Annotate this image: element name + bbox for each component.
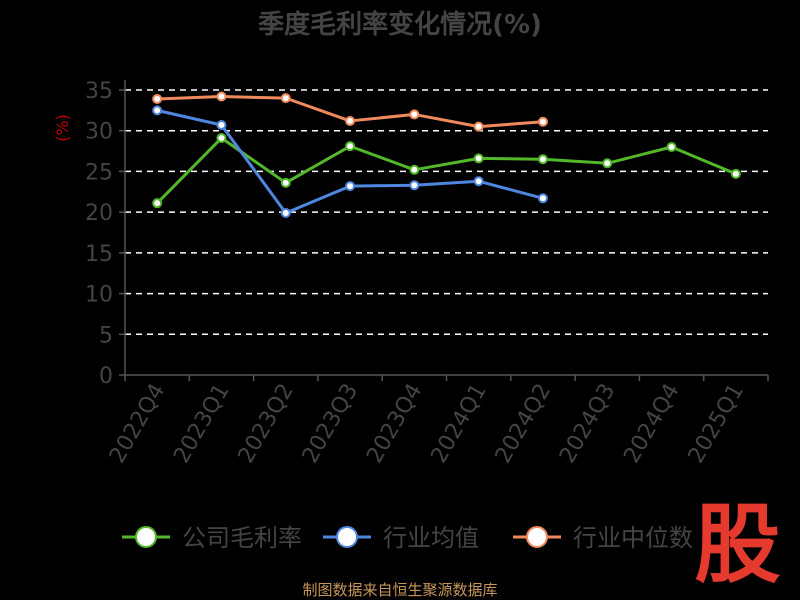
y-tick-label: 0 (99, 364, 113, 389)
legend-label[interactable]: 行业中位数 (573, 524, 693, 552)
data-point[interactable] (537, 193, 548, 204)
data-point[interactable] (537, 116, 548, 127)
data-point[interactable] (537, 154, 548, 165)
x-tick-label: 2024Q1 (427, 380, 492, 468)
data-point[interactable] (216, 133, 227, 144)
brand-logo: 股 (694, 495, 781, 595)
data-point[interactable] (280, 93, 291, 104)
x-tick-label: 2023Q3 (298, 380, 363, 468)
data-point[interactable] (280, 177, 291, 188)
legend-label[interactable]: 公司毛利率 (182, 524, 302, 552)
y-tick-label: 5 (99, 323, 113, 348)
data-point[interactable] (409, 180, 420, 191)
series-group (152, 91, 741, 218)
x-tick-label: 2023Q4 (362, 380, 427, 468)
y-tick-label: 10 (85, 283, 113, 308)
data-point[interactable] (473, 153, 484, 164)
data-point[interactable] (730, 168, 741, 179)
chart-title: 季度毛利率变化情况(%) (258, 9, 542, 40)
data-point[interactable] (409, 164, 420, 175)
data-point[interactable] (152, 93, 163, 104)
x-tick-label: 2022Q4 (105, 380, 170, 468)
y-axis-label: (%) (53, 114, 72, 142)
legend: 公司毛利率 行业均值 行业中位数 (122, 524, 693, 552)
x-tick-label: 2024Q3 (555, 380, 620, 468)
legend-marker[interactable] (336, 526, 358, 548)
series-line-0 (156, 136, 737, 205)
data-point[interactable] (345, 181, 356, 192)
data-point[interactable] (602, 158, 613, 169)
data-point[interactable] (345, 141, 356, 152)
data-point[interactable] (666, 142, 677, 152)
data-point[interactable] (216, 120, 227, 131)
data-point[interactable] (473, 121, 484, 132)
y-tick-label: 30 (85, 120, 113, 145)
grid-lines (125, 89, 768, 336)
legend-label[interactable]: 行业均值 (383, 524, 479, 552)
x-tick-label: 2023Q1 (169, 380, 234, 468)
data-point[interactable] (409, 109, 420, 120)
legend-marker[interactable] (526, 526, 548, 548)
data-point[interactable] (216, 91, 227, 102)
data-point[interactable] (152, 105, 163, 116)
x-tick-label: 2024Q4 (619, 380, 684, 468)
x-tick-label: 2023Q2 (234, 380, 299, 468)
data-point[interactable] (345, 115, 356, 126)
x-tick-label: 2025Q1 (684, 380, 749, 468)
y-tick-label: 35 (85, 79, 113, 104)
x-tick-label: 2024Q2 (491, 380, 556, 468)
y-tick-label: 25 (85, 160, 113, 185)
data-point[interactable] (473, 176, 484, 187)
data-point[interactable] (280, 207, 291, 218)
legend-marker[interactable] (135, 526, 157, 548)
y-tick-label: 15 (85, 242, 113, 267)
axes: 051015202530352022Q42023Q12023Q22023Q320… (85, 79, 769, 468)
data-point[interactable] (152, 198, 163, 209)
source-note: 制图数据来自恒生聚源数据库 (302, 581, 497, 599)
y-tick-label: 20 (85, 201, 113, 226)
